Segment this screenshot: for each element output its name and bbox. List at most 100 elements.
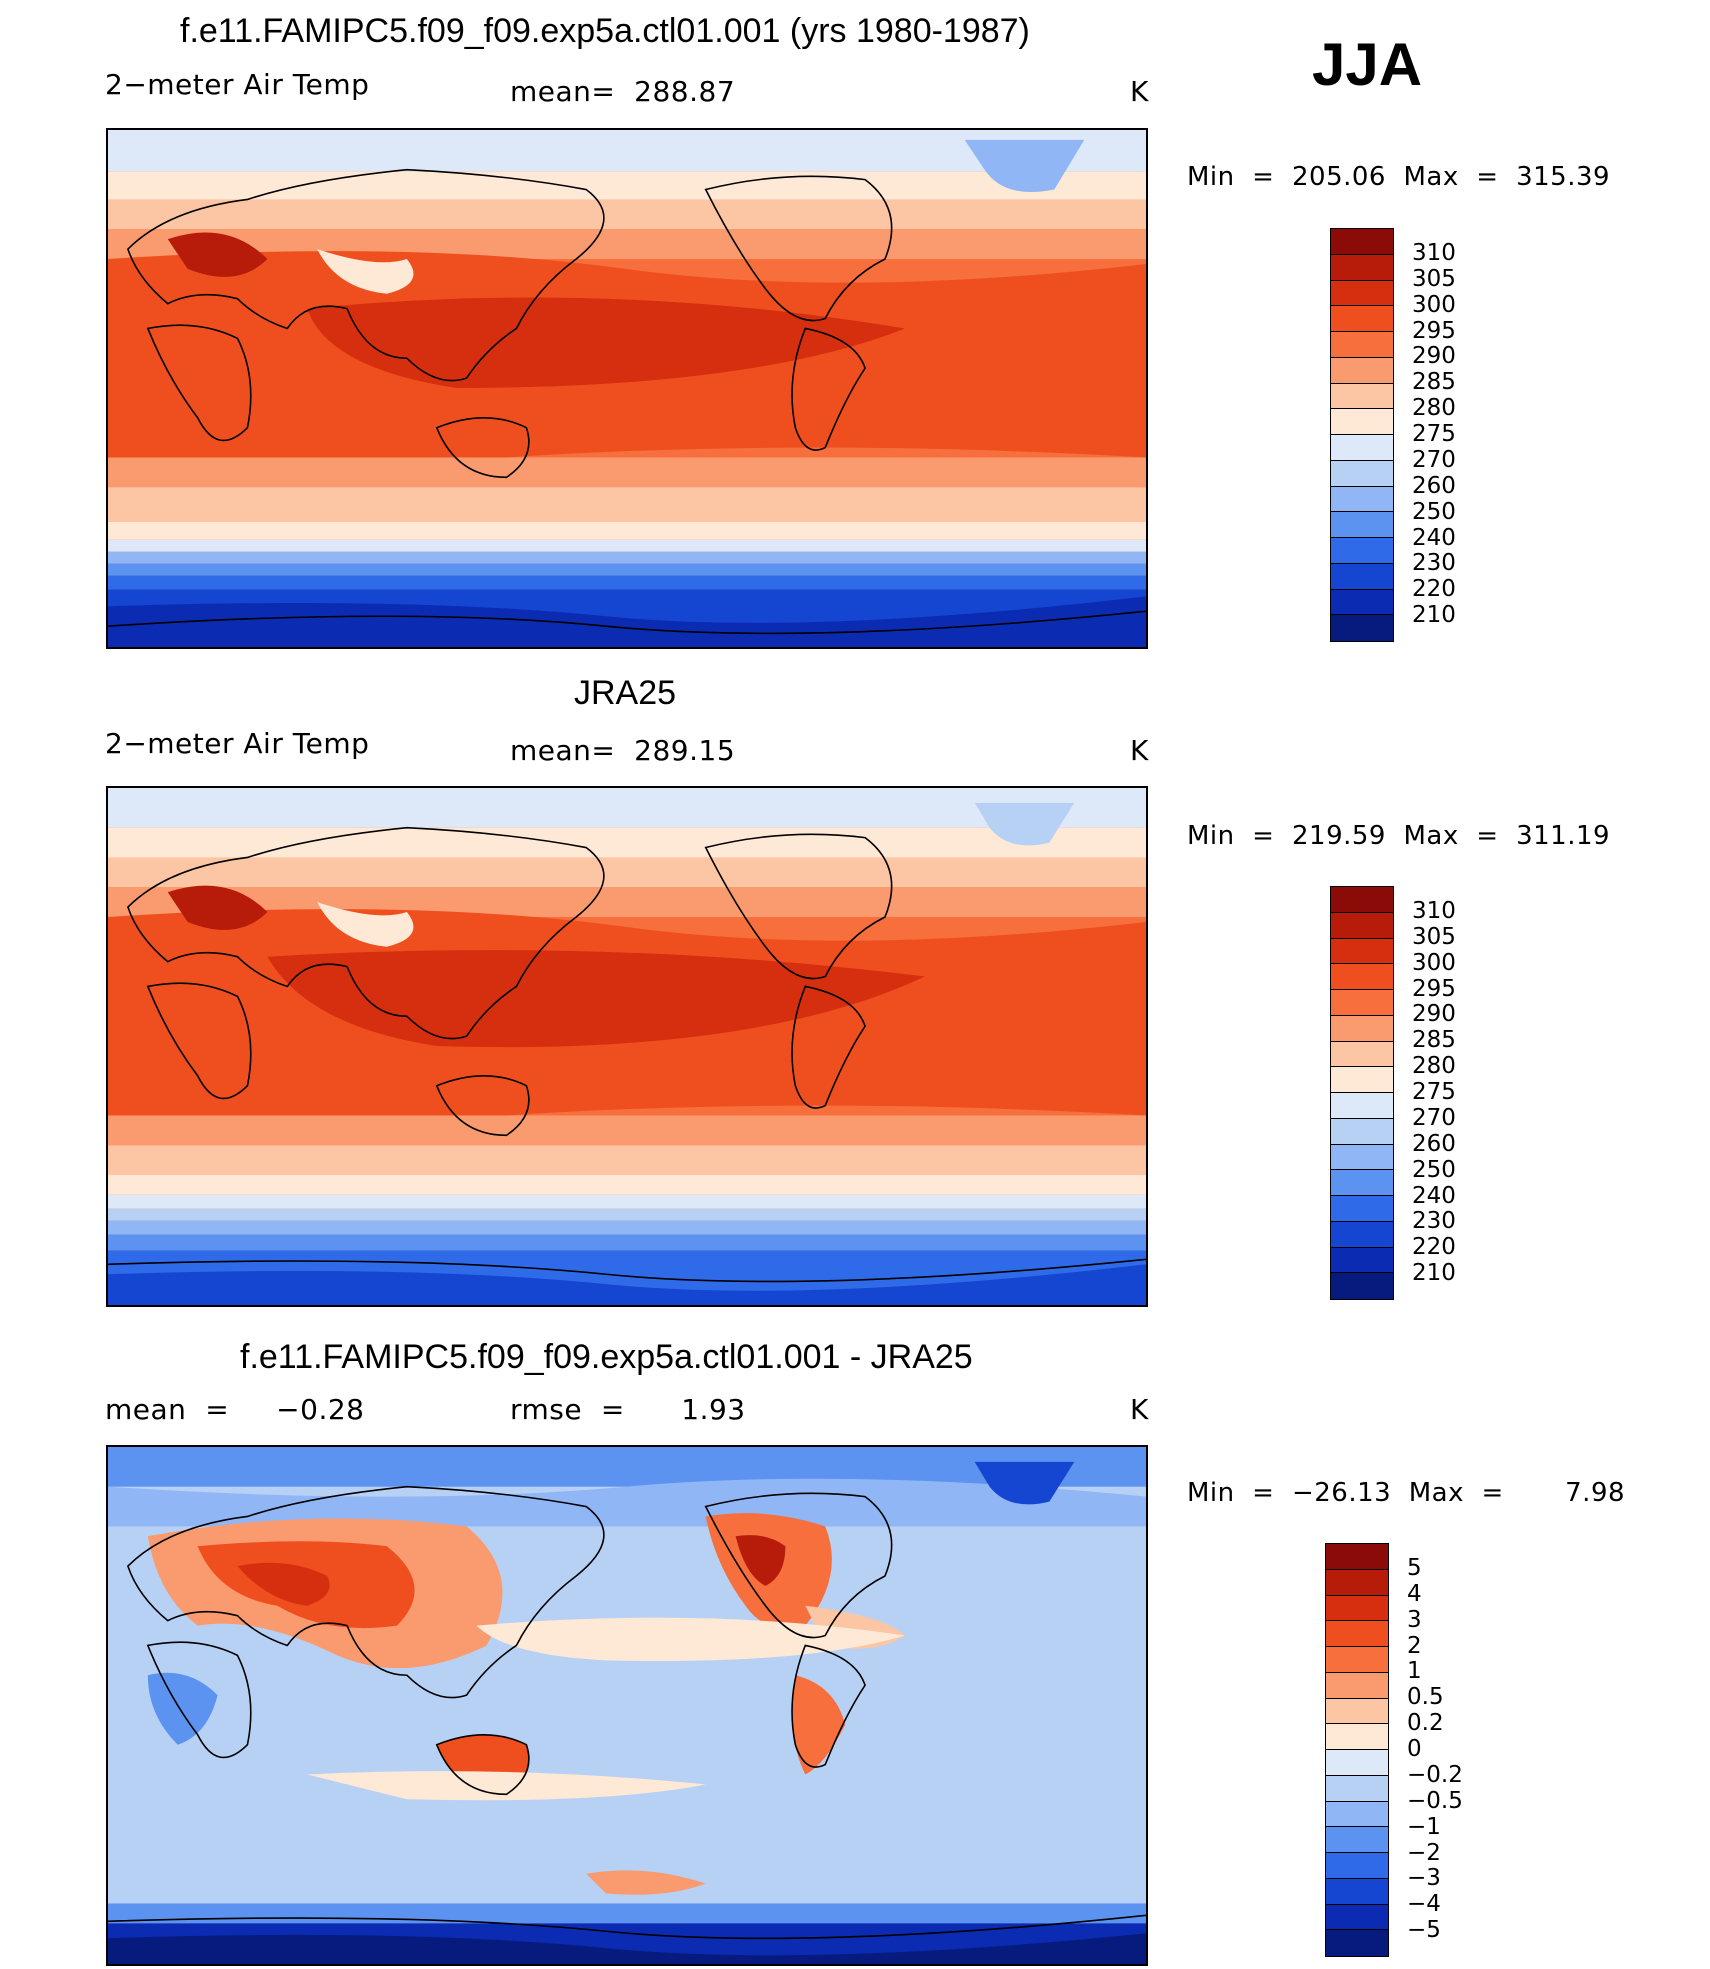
panel-3-title: f.e11.FAMIPC5.f09_f09.exp5a.ctl01.001 - … (240, 1338, 973, 1376)
panel-1-map-graphic (108, 130, 1146, 647)
colorbar-swatch (1331, 460, 1393, 487)
colorbar-tick-label: 240 (1412, 1182, 1456, 1209)
panel-2-map (106, 786, 1148, 1307)
colorbar-tick-label: 275 (1412, 1079, 1456, 1105)
colorbar-tick-label: 310 (1412, 897, 1456, 924)
colorbar-swatch (1326, 1775, 1388, 1802)
colorbar-swatch (1326, 1878, 1388, 1905)
colorbar-tick-label: −1 (1407, 1813, 1441, 1840)
panel-3-map (106, 1445, 1148, 1966)
colorbar-swatch (1331, 1170, 1393, 1196)
colorbar-tick-label: −0.2 (1407, 1761, 1463, 1788)
colorbar-tick-label: 0.5 (1407, 1684, 1444, 1711)
colorbar-swatch (1331, 357, 1393, 384)
colorbar-swatch (1331, 254, 1393, 281)
colorbar-swatch (1331, 512, 1393, 538)
colorbar-swatch (1331, 435, 1393, 461)
colorbar-tick-label: −4 (1407, 1891, 1441, 1918)
colorbar-swatch (1331, 589, 1393, 616)
colorbar-tick-label: 310 (1412, 239, 1456, 266)
colorbar-tick-label: 270 (1412, 1104, 1456, 1131)
colorbar-swatch (1331, 486, 1393, 513)
colorbar-tick-label: 275 (1412, 421, 1456, 447)
colorbar-tick-label: 210 (1412, 602, 1456, 629)
colorbar-swatch (1331, 938, 1393, 965)
panel-3-colorbar (1325, 1543, 1389, 1957)
colorbar-swatch (1331, 1196, 1393, 1222)
colorbar-tick-label: −5 (1407, 1917, 1441, 1944)
panel-2-title: JRA25 (574, 674, 677, 712)
colorbar-swatch (1326, 1621, 1388, 1647)
colorbar-tick-label: 285 (1412, 369, 1456, 396)
colorbar-swatch (1326, 1827, 1388, 1853)
colorbar-swatch (1331, 1041, 1393, 1068)
colorbar-tick-label: 3 (1407, 1606, 1422, 1633)
panel-2-map-graphic (108, 788, 1146, 1305)
colorbar-swatch (1326, 1750, 1388, 1776)
panel-1-map (106, 128, 1148, 649)
colorbar-tick-label: 220 (1412, 576, 1456, 603)
colorbar-swatch (1326, 1647, 1388, 1673)
colorbar-swatch (1331, 912, 1393, 939)
panel-2-variable-label: 2−meter Air Temp (105, 727, 370, 760)
colorbar-tick-label: −2 (1407, 1839, 1441, 1866)
colorbar-swatch (1331, 306, 1393, 332)
colorbar-swatch (1326, 1724, 1388, 1750)
colorbar-swatch (1331, 1015, 1393, 1042)
colorbar-tick-label: 295 (1412, 317, 1456, 344)
colorbar-swatch (1331, 280, 1393, 307)
colorbar-tick-label: 300 (1412, 291, 1456, 318)
colorbar-swatch (1331, 964, 1393, 990)
colorbar-tick-label: 280 (1412, 395, 1456, 422)
colorbar-tick-label: 280 (1412, 1053, 1456, 1080)
colorbar-swatch (1326, 1698, 1388, 1725)
colorbar-tick-label: 210 (1412, 1260, 1456, 1287)
colorbar-tick-label: 290 (1412, 343, 1456, 370)
colorbar-swatch (1331, 1247, 1393, 1274)
panel-1-colorbar (1330, 228, 1394, 642)
colorbar-swatch (1331, 538, 1393, 564)
colorbar-swatch (1331, 990, 1393, 1016)
colorbar-swatch (1331, 1273, 1393, 1299)
colorbar-swatch (1326, 1930, 1388, 1956)
colorbar-tick-label: 4 (1407, 1580, 1422, 1607)
panel-2-mean-label: mean= 289.15 (510, 734, 736, 767)
colorbar-tick-label: −0.5 (1407, 1787, 1463, 1814)
colorbar-tick-label: 0 (1407, 1736, 1422, 1762)
colorbar-tick-label: 270 (1412, 446, 1456, 473)
colorbar-swatch (1331, 383, 1393, 410)
colorbar-swatch (1331, 615, 1393, 641)
colorbar-tick-label: 305 (1412, 265, 1456, 292)
panel-3-mean-label: mean = −0.28 (105, 1393, 365, 1426)
panel-2-minmax-label: Min = 219.59 Max = 311.19 (1187, 821, 1611, 851)
colorbar-tick-label: 285 (1412, 1027, 1456, 1054)
colorbar-tick-label: 305 (1412, 923, 1456, 950)
colorbar-swatch (1326, 1595, 1388, 1622)
colorbar-tick-label: 230 (1412, 1208, 1456, 1235)
panel-1-minmax-label: Min = 205.06 Max = 315.39 (1187, 162, 1611, 192)
season-label: JJA (1312, 31, 1423, 98)
panel-3-map-graphic (108, 1447, 1146, 1964)
colorbar-swatch (1331, 1221, 1393, 1248)
colorbar-tick-label: 290 (1412, 1001, 1456, 1028)
colorbar-tick-label: 250 (1412, 1156, 1456, 1183)
colorbar-swatch (1326, 1544, 1388, 1570)
panel-3-rmse-label: rmse = 1.93 (510, 1393, 746, 1426)
colorbar-tick-label: 2 (1407, 1632, 1422, 1659)
panel-3-minmax-label: Min = −26.13 Max = 7.98 (1187, 1478, 1626, 1508)
colorbar-swatch (1331, 332, 1393, 358)
colorbar-tick-label: 300 (1412, 949, 1456, 976)
colorbar-swatch (1331, 887, 1393, 913)
colorbar-tick-label: 5 (1407, 1554, 1422, 1581)
panel-2-colorbar (1330, 886, 1394, 1300)
colorbar-tick-label: 260 (1412, 1130, 1456, 1157)
panel-1-title: f.e11.FAMIPC5.f09_f09.exp5a.ctl01.001 (y… (180, 12, 1030, 50)
panel-3-units-label: K (1130, 1393, 1149, 1426)
colorbar-swatch (1326, 1904, 1388, 1931)
colorbar-swatch (1326, 1672, 1388, 1699)
colorbar-tick-label: 240 (1412, 524, 1456, 551)
colorbar-tick-label: 295 (1412, 975, 1456, 1002)
colorbar-tick-label: 220 (1412, 1234, 1456, 1261)
colorbar-tick-label: 250 (1412, 498, 1456, 525)
colorbar-swatch (1331, 1144, 1393, 1171)
